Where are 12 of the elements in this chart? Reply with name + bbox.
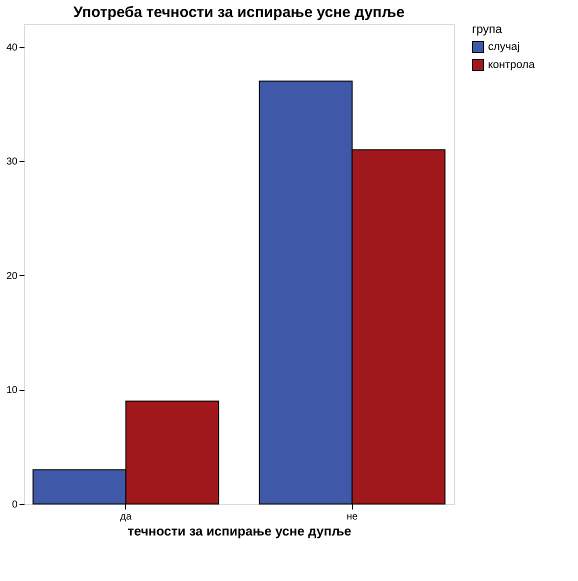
y-tick-label: 10	[6, 385, 18, 396]
y-tick-label: 30	[6, 156, 18, 168]
chart-title: Употреба течности за испирање усне дупље	[73, 4, 405, 21]
y-tick-label: 20	[6, 270, 18, 282]
y-tick-label: 0	[12, 500, 18, 510]
x-axis-title: течности за испирање усне дупље	[128, 524, 352, 538]
x-tick-label: не	[346, 512, 358, 522]
x-tick-label: да	[120, 512, 132, 522]
legend-label: случај	[488, 41, 520, 53]
legend-label: контрола	[488, 59, 536, 71]
legend-title: група	[472, 22, 502, 36]
y-tick-label: 40	[6, 42, 18, 54]
